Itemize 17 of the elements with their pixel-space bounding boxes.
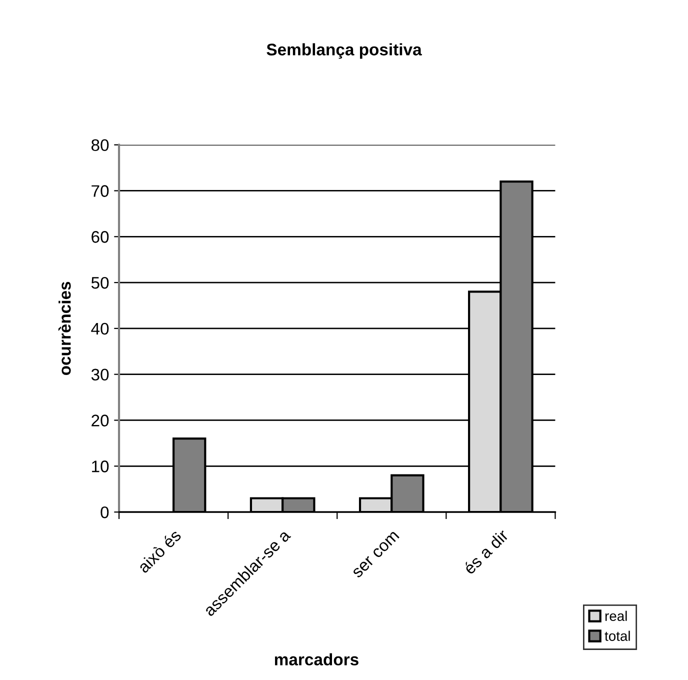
- x-tick-label: ser com: [352, 531, 400, 578]
- x-axis-title: marcadors: [274, 653, 358, 666]
- y-tick-label: 0: [100, 506, 109, 518]
- y-tick-label: 30: [91, 368, 109, 381]
- x-tick-label: és a dir: [462, 528, 510, 575]
- x-tick-label: això és: [136, 528, 182, 574]
- y-tick-label: 50: [91, 276, 109, 289]
- legend-label: total: [604, 630, 630, 641]
- y-tick-label: 80: [91, 139, 109, 152]
- chart-title: Semblança positiva: [266, 43, 422, 59]
- y-tick-label: 10: [92, 460, 109, 472]
- y-axis-title: ocurrències: [58, 282, 71, 376]
- y-tick-label: 40: [91, 322, 109, 335]
- legend-label: real: [605, 610, 627, 621]
- y-tick-label: 70: [92, 185, 109, 197]
- y-tick-label: 60: [92, 231, 109, 243]
- y-tick-label: 20: [92, 414, 109, 426]
